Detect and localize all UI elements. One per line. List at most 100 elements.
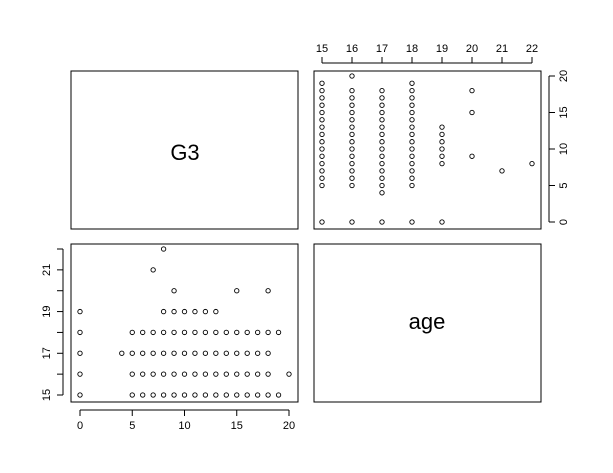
scatter-point-g3-vs-age <box>213 329 219 336</box>
scatter-point-g3-vs-age <box>254 350 261 356</box>
scatter-point-g3-vs-age <box>202 392 209 398</box>
scatter-point-g3-vs-age <box>77 392 83 398</box>
scatter-point-age-vs-g3 <box>469 153 475 159</box>
scatter-point-g3-vs-age <box>160 350 167 356</box>
scatter-point-g3-vs-age <box>265 288 271 294</box>
scatter-point-g3-vs-age <box>171 329 177 336</box>
panel-g3-vs-age <box>70 243 299 403</box>
bottom-axis-tick-label: 15 <box>231 420 243 432</box>
scatter-point-age-vs-g3 <box>409 80 415 86</box>
panel-g3-diagonal <box>70 70 299 230</box>
scatter-point-age-vs-g3 <box>379 182 385 189</box>
scatter-point-age-vs-g3 <box>439 160 445 167</box>
scatter-point-g3-vs-age <box>234 392 240 398</box>
scatter-point-g3-vs-age <box>160 371 167 377</box>
scatter-point-age-vs-g3 <box>469 109 475 116</box>
scatter-point-g3-vs-age <box>244 350 250 356</box>
scatter-point-age-vs-g3 <box>379 175 385 181</box>
scatter-point-age-vs-g3 <box>409 168 415 174</box>
scatter-point-g3-vs-age <box>77 350 83 356</box>
scatter-point-g3-vs-age <box>213 392 219 398</box>
scatter-point-age-vs-g3 <box>319 182 325 189</box>
scatter-point-g3-vs-age <box>77 371 83 377</box>
scatter-point-age-vs-g3 <box>349 124 355 130</box>
scatter-point-age-vs-g3 <box>379 109 385 116</box>
scatter-point-g3-vs-age <box>234 288 240 294</box>
scatter-point-g3-vs-age <box>202 329 209 336</box>
scatter-point-g3-vs-age <box>254 329 261 336</box>
scatter-point-age-vs-g3 <box>349 153 355 159</box>
scatter-point-age-vs-g3 <box>409 160 415 167</box>
scatter-point-g3-vs-age <box>234 350 240 356</box>
scatter-point-age-vs-g3 <box>439 153 445 159</box>
scatter-point-g3-vs-age <box>265 392 271 398</box>
scatter-point-age-vs-g3 <box>319 160 325 167</box>
scatter-point-g3-vs-age <box>213 308 219 315</box>
scatter-point-age-vs-g3 <box>319 109 325 116</box>
left-axis-tick-label: 19 <box>41 305 53 317</box>
points-layer <box>77 73 535 398</box>
top-axis-tick-label: 20 <box>466 43 478 55</box>
scatter-point-g3-vs-age <box>202 308 209 315</box>
scatter-point-age-vs-g3 <box>409 175 415 181</box>
scatter-point-g3-vs-age <box>192 308 198 315</box>
scatter-point-g3-vs-age <box>254 392 261 398</box>
scatter-point-g3-vs-age <box>129 392 135 398</box>
scatter-point-age-vs-g3 <box>349 160 355 167</box>
scatter-point-g3-vs-age <box>202 371 209 377</box>
scatter-point-age-vs-g3 <box>439 146 445 152</box>
scatter-point-age-vs-g3 <box>469 87 475 94</box>
scatter-point-age-vs-g3 <box>439 139 445 145</box>
panel-age-vs-g3 <box>313 70 542 230</box>
scatter-point-age-vs-g3 <box>379 146 385 152</box>
scatter-point-age-vs-g3 <box>409 139 415 145</box>
scatter-point-age-vs-g3 <box>379 87 385 94</box>
top-axis-tick-label: 21 <box>496 43 508 55</box>
scatter-point-age-vs-g3 <box>379 219 385 225</box>
bottom-axis-tick-label: 0 <box>77 420 83 432</box>
scatter-point-g3-vs-age <box>150 350 156 356</box>
right-axis-tick-label: 5 <box>558 182 570 188</box>
scatter-point-age-vs-g3 <box>379 160 385 167</box>
scatter-point-age-vs-g3 <box>319 131 325 138</box>
scatter-point-g3-vs-age <box>140 329 146 336</box>
scatter-point-age-vs-g3 <box>319 80 325 86</box>
scatter-point-g3-vs-age <box>181 392 188 398</box>
scatter-point-age-vs-g3 <box>379 124 385 130</box>
scatter-point-age-vs-g3 <box>379 190 385 196</box>
top-axis-tick-label: 18 <box>406 43 418 55</box>
scatter-point-age-vs-g3 <box>379 153 385 159</box>
top-axis-tick-label: 16 <box>346 43 358 55</box>
scatter-point-g3-vs-age <box>160 392 167 398</box>
scatter-point-age-vs-g3 <box>409 153 415 159</box>
scatter-point-age-vs-g3 <box>349 117 355 123</box>
scatter-point-g3-vs-age <box>171 308 177 315</box>
diagonal-label-age: age <box>409 309 446 334</box>
scatter-point-age-vs-g3 <box>439 124 445 130</box>
scatter-point-g3-vs-age <box>181 371 188 377</box>
scatter-point-age-vs-g3 <box>409 182 415 189</box>
scatter-point-age-vs-g3 <box>319 117 325 123</box>
scatter-point-g3-vs-age <box>140 392 146 398</box>
scatter-point-g3-vs-age <box>265 350 271 356</box>
scatter-point-g3-vs-age <box>129 350 135 356</box>
scatter-point-age-vs-g3 <box>349 168 355 174</box>
scatter-point-age-vs-g3 <box>319 175 325 181</box>
bottom-axis-tick-label: 5 <box>129 420 135 432</box>
scatter-point-age-vs-g3 <box>379 139 385 145</box>
scatter-point-g3-vs-age <box>129 329 135 336</box>
scatter-point-age-vs-g3 <box>439 131 445 138</box>
bottom-axis-tick-label: 20 <box>283 420 295 432</box>
scatter-point-age-vs-g3 <box>379 168 385 174</box>
scatter-point-age-vs-g3 <box>349 102 355 108</box>
top-axis-tick-label: 15 <box>316 43 328 55</box>
left-axis-tick-label: 15 <box>41 389 53 401</box>
scatter-point-g3-vs-age <box>160 246 167 252</box>
scatter-point-age-vs-g3 <box>349 73 355 79</box>
scatter-point-age-vs-g3 <box>349 175 355 181</box>
diagonal-label-g3: G3 <box>170 140 199 165</box>
axes-layer: 0 5 10 15 20 15 16 17 18 19 20 21 22 15 17 19 21 0 5 10 15 20 <box>41 43 570 432</box>
scatter-point-g3-vs-age <box>192 329 198 336</box>
top-axis-tick-label: 22 <box>526 43 538 55</box>
